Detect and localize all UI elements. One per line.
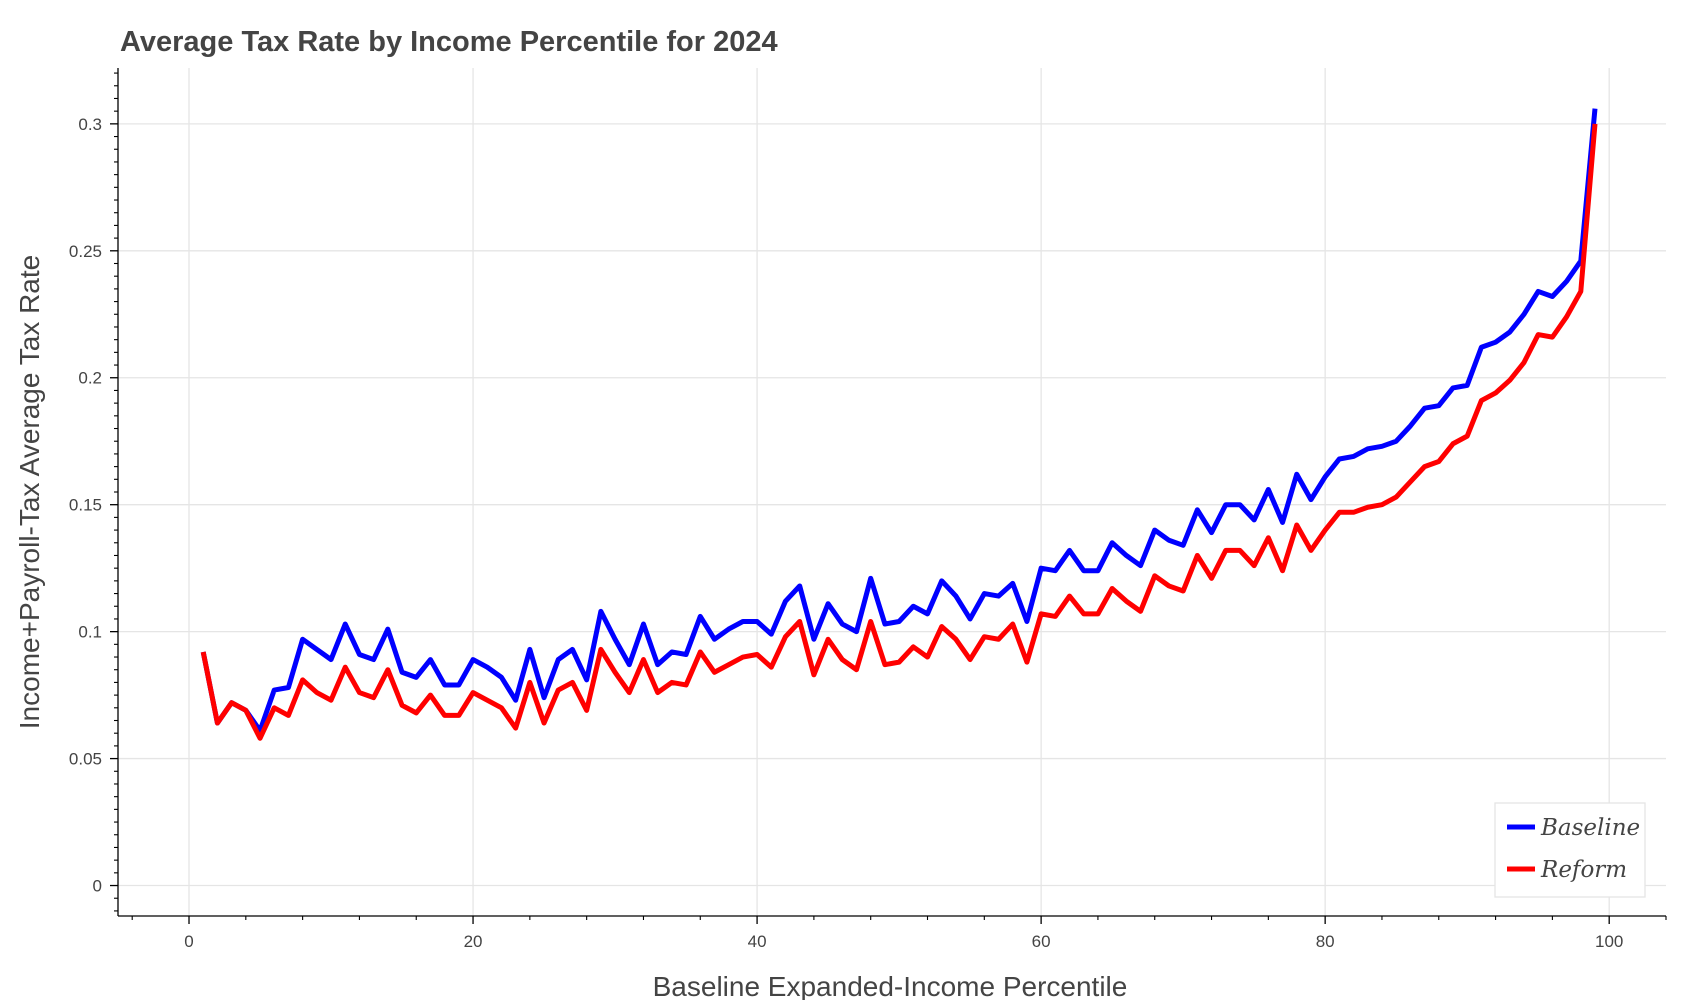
y-tick-label: 0 xyxy=(93,877,102,896)
legend-box xyxy=(1494,802,1646,898)
y-tick-label: 0.15 xyxy=(69,496,102,515)
x-tick-label: 0 xyxy=(184,932,193,951)
legend-label-baseline: Baseline xyxy=(1540,815,1640,841)
x-tick-label: 40 xyxy=(748,932,767,951)
y-axis-title: Income+Payroll-Tax Average Tax Rate xyxy=(14,255,45,729)
plot-area xyxy=(118,68,1666,916)
grid xyxy=(118,68,1666,916)
series-line-baseline xyxy=(200,108,1598,734)
x-tick-label: 20 xyxy=(464,932,483,951)
y-tick-label: 0.1 xyxy=(78,623,102,642)
legend-label-reform: Reform xyxy=(1540,857,1627,883)
x-tick-label: 80 xyxy=(1316,932,1335,951)
x-tick-label: 60 xyxy=(1032,932,1051,951)
y-tick-label: 0.25 xyxy=(69,242,102,261)
x-axis-title: Baseline Expanded-Income Percentile xyxy=(653,971,1128,1000)
chart-title: Average Tax Rate by Income Percentile fo… xyxy=(120,26,778,58)
y-tick-label: 0.2 xyxy=(78,369,102,388)
series-lines xyxy=(200,108,1598,741)
x-tick-label: 100 xyxy=(1595,932,1623,951)
y-tick-label: 0.05 xyxy=(69,750,102,769)
series-line-reform xyxy=(200,123,1598,741)
ticks: 0 20 40 60 80 100 0 0.05 0.1 0.15 0.2 0.25 0.3 xyxy=(69,72,1667,951)
legend: Baseline Reform xyxy=(1494,802,1646,898)
y-tick-label: 0.3 xyxy=(78,115,102,134)
